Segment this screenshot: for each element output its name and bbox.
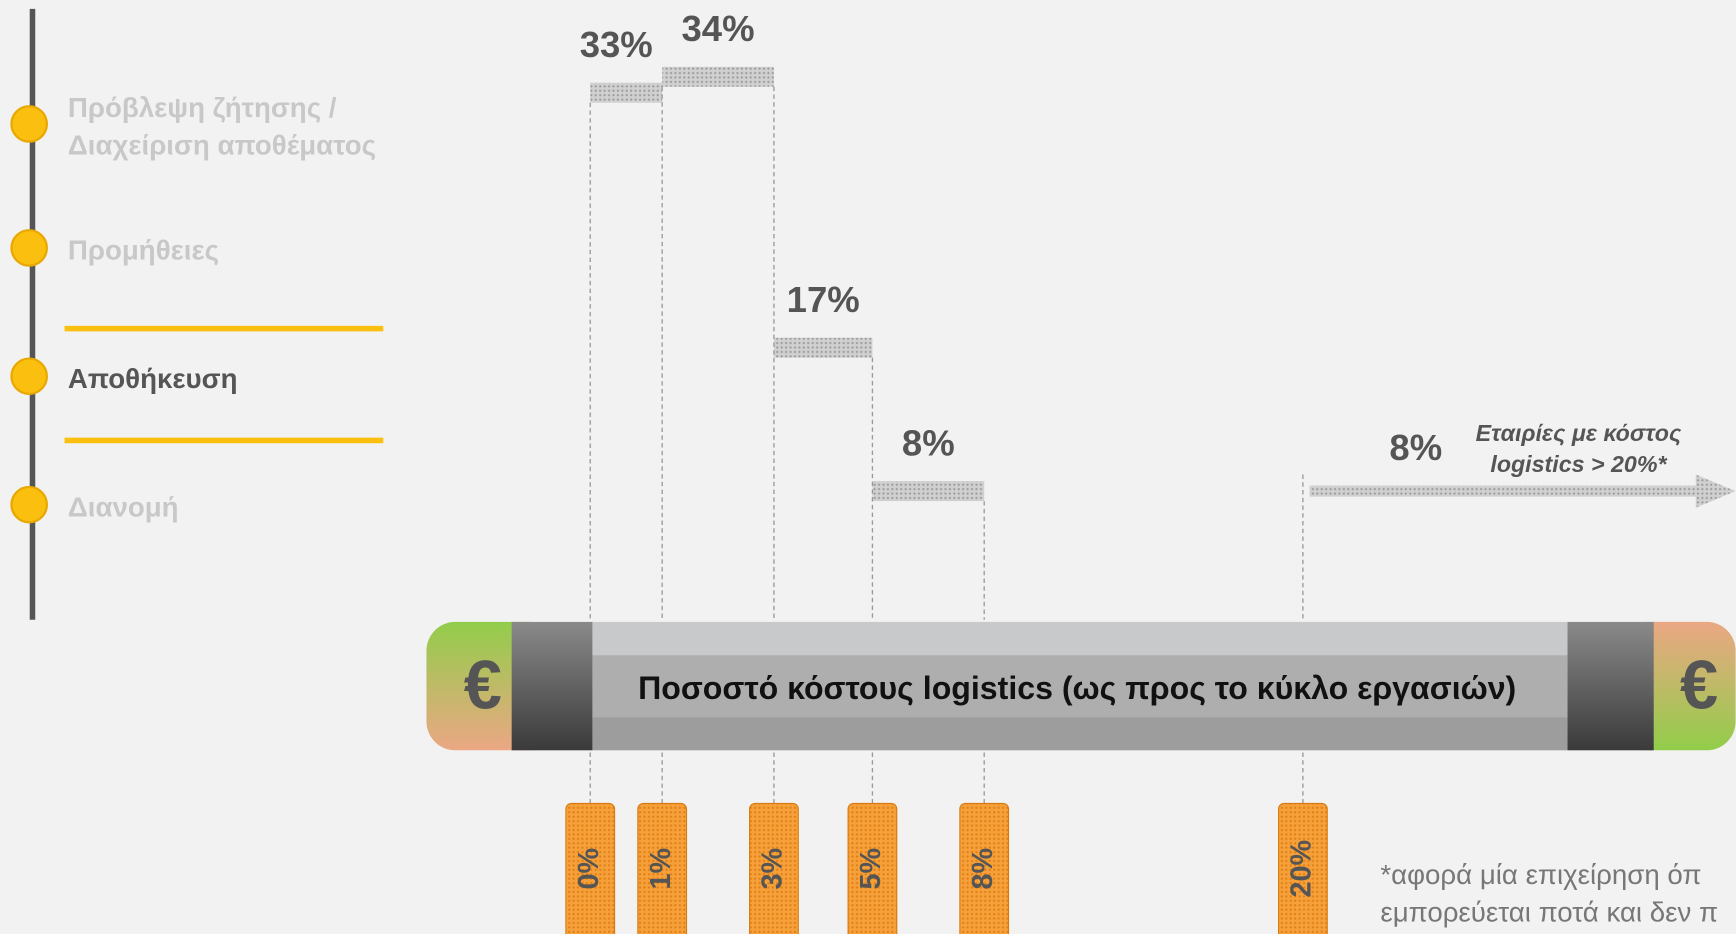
x-tick-label: 20% bbox=[1286, 840, 1318, 898]
footnote: *αφορά μία επιχείρηση όπ bbox=[1380, 859, 1701, 890]
step-label: Πρόβλεψη ζήτησης / bbox=[68, 92, 337, 123]
currency: € bbox=[1680, 647, 1718, 724]
step-label: Διανομή bbox=[68, 491, 179, 522]
value-label: 8% bbox=[902, 422, 955, 463]
step-label: Προμήθειες bbox=[68, 235, 219, 266]
annotation: logistics > 20%* bbox=[1490, 451, 1667, 477]
step-label: Διαχείριση αποθέματος bbox=[68, 129, 376, 160]
tick-box bbox=[847, 802, 898, 934]
tick-box bbox=[637, 802, 688, 934]
bar bbox=[590, 82, 663, 103]
tick-box bbox=[749, 802, 799, 934]
bar bbox=[872, 481, 985, 502]
value-label: 8% bbox=[1389, 427, 1442, 468]
value-label: 33% bbox=[580, 24, 653, 65]
value-label: 17% bbox=[787, 279, 860, 320]
step-dot bbox=[10, 485, 48, 524]
x-tick-label: 5% bbox=[855, 848, 887, 890]
step-label: Αποθήκευση bbox=[68, 363, 238, 394]
currency: € bbox=[464, 647, 502, 724]
x-tick-label: 8% bbox=[967, 848, 999, 890]
step-dot bbox=[10, 357, 48, 396]
x-tick-label: 3% bbox=[757, 848, 789, 890]
step-dot bbox=[10, 229, 48, 267]
tick-box bbox=[1278, 802, 1328, 934]
tick-box bbox=[959, 802, 1010, 934]
bar bbox=[773, 337, 873, 358]
band bbox=[426, 621, 1736, 751]
step-dot bbox=[10, 105, 48, 143]
value-label: 34% bbox=[682, 8, 755, 49]
arrow-bar bbox=[1309, 474, 1736, 508]
annotation: Εταιρίες με κόστος bbox=[1476, 420, 1682, 446]
bar bbox=[662, 66, 774, 87]
x-tick-label: 1% bbox=[645, 848, 677, 890]
footnote: εμπορεύεται ποτά και δεν π bbox=[1380, 896, 1718, 927]
axis-label: Ποσοστό κόστους logistics (ως προς το κύ… bbox=[638, 670, 1516, 706]
tick-box bbox=[565, 802, 616, 934]
x-tick-label: 0% bbox=[573, 848, 605, 890]
